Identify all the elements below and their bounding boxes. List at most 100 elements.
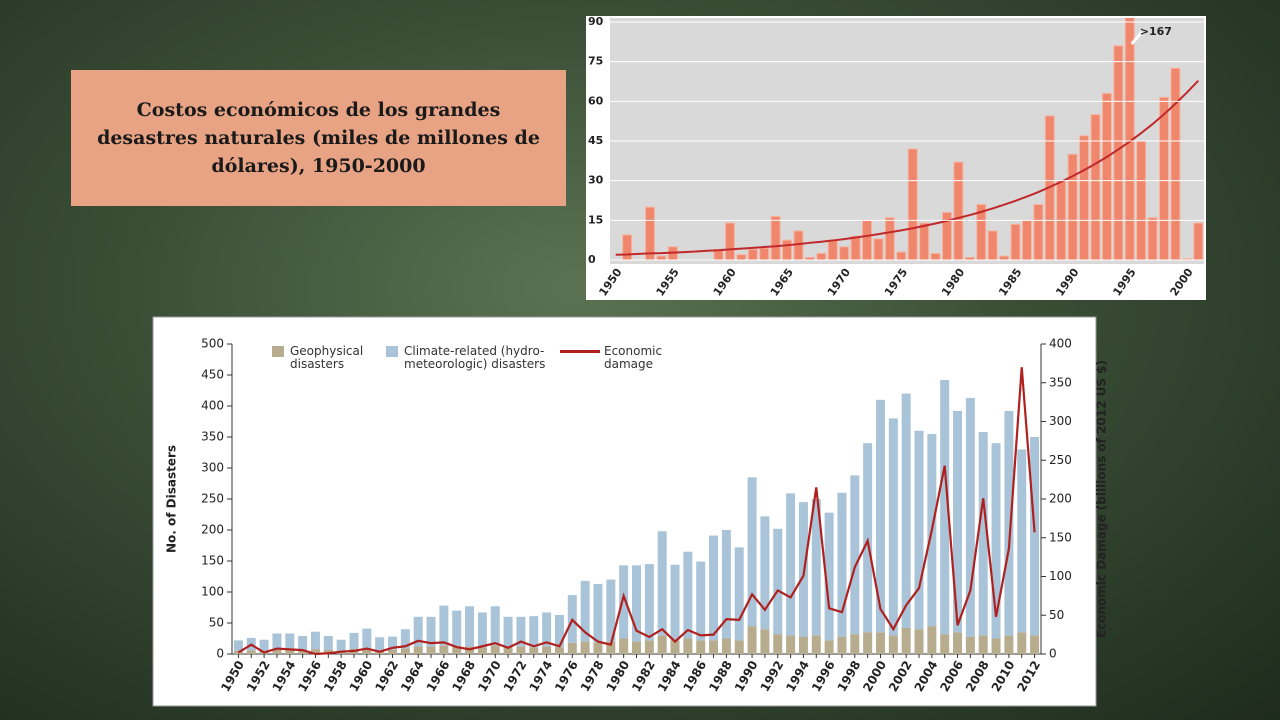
y-tick-label: 60 [588, 94, 604, 107]
bar [773, 528, 783, 635]
bar [770, 215, 781, 261]
text-box: Costos económicos de los grandes desastr… [71, 70, 566, 206]
bar [850, 634, 860, 654]
bar [991, 638, 1001, 654]
bar [837, 636, 847, 654]
annotation-leader [1130, 31, 1143, 45]
bar [272, 649, 282, 654]
bar [1193, 222, 1204, 261]
bar [413, 616, 423, 647]
bar [1079, 135, 1090, 261]
bar [1004, 410, 1014, 636]
bar [503, 647, 513, 654]
bar [873, 238, 884, 261]
bar [987, 230, 998, 261]
bar [1090, 114, 1101, 261]
bar [400, 629, 410, 649]
y2-tick-label: 200 [1049, 492, 1072, 506]
y-tick-label: 100 [201, 585, 224, 599]
bar [259, 639, 269, 651]
bar [953, 410, 963, 633]
bar [811, 499, 821, 636]
bar [632, 565, 641, 642]
y2-tick-label: 350 [1049, 375, 1072, 389]
bar [657, 531, 667, 636]
annotation: >167 [1140, 25, 1172, 38]
bar [721, 530, 731, 639]
bar [285, 633, 295, 650]
bar [863, 632, 873, 654]
legend-label: Geophysical disasters [290, 344, 364, 371]
bar [709, 535, 719, 641]
bar [452, 610, 462, 646]
bar [632, 641, 641, 654]
bar [709, 640, 719, 654]
bar [388, 649, 398, 654]
bar [721, 638, 731, 654]
bar [622, 234, 633, 261]
bar [747, 626, 757, 654]
bar [554, 614, 564, 648]
bar [683, 551, 693, 639]
y-tick-label: 150 [201, 554, 224, 568]
bar [529, 647, 539, 654]
trend-line [615, 80, 1200, 256]
bar [965, 397, 975, 637]
bar [760, 629, 770, 654]
bar [930, 252, 941, 261]
bar [490, 606, 500, 646]
bar [978, 432, 988, 636]
bar [529, 616, 539, 648]
bar [298, 650, 308, 654]
bar [786, 635, 796, 654]
bar [884, 217, 895, 261]
bar [965, 636, 975, 654]
bar [782, 239, 793, 261]
bar [619, 565, 629, 639]
bar [593, 642, 603, 654]
y-tick-label: 200 [201, 523, 224, 537]
bar [323, 649, 333, 654]
bar [233, 640, 243, 651]
bar [336, 639, 346, 651]
bar [298, 636, 308, 651]
legend-swatch [272, 346, 284, 357]
bar [542, 646, 552, 654]
bar [644, 640, 654, 654]
bar [413, 646, 423, 654]
y2-tick-label: 300 [1049, 414, 1072, 428]
bar [798, 636, 808, 654]
bar [670, 564, 680, 641]
bar [888, 635, 898, 654]
legend-swatch [386, 346, 398, 357]
bar [477, 612, 487, 648]
bar [619, 638, 629, 654]
bar [606, 579, 616, 642]
y-tick-label: 50 [209, 616, 224, 630]
legend-label: Economic damage [604, 344, 663, 371]
bar [824, 512, 834, 641]
bar [862, 219, 873, 261]
bar [747, 477, 757, 627]
y-tick-label: 75 [588, 55, 603, 68]
y2-tick-label: 250 [1049, 453, 1072, 467]
bar [888, 418, 898, 636]
bar [246, 650, 256, 654]
y-tick-label: 30 [588, 174, 604, 187]
bar [465, 606, 475, 647]
damage-line [237, 367, 1036, 656]
bar [991, 443, 1001, 639]
bar [901, 627, 911, 654]
bar [593, 583, 603, 643]
bar [567, 642, 577, 654]
bar [349, 632, 359, 650]
bar [542, 612, 552, 647]
bar [362, 648, 372, 654]
bar [786, 493, 796, 636]
bar [310, 649, 320, 654]
chart1-bars [615, 18, 1204, 261]
bar [477, 647, 487, 654]
bar [1017, 632, 1027, 654]
bar [724, 222, 735, 261]
